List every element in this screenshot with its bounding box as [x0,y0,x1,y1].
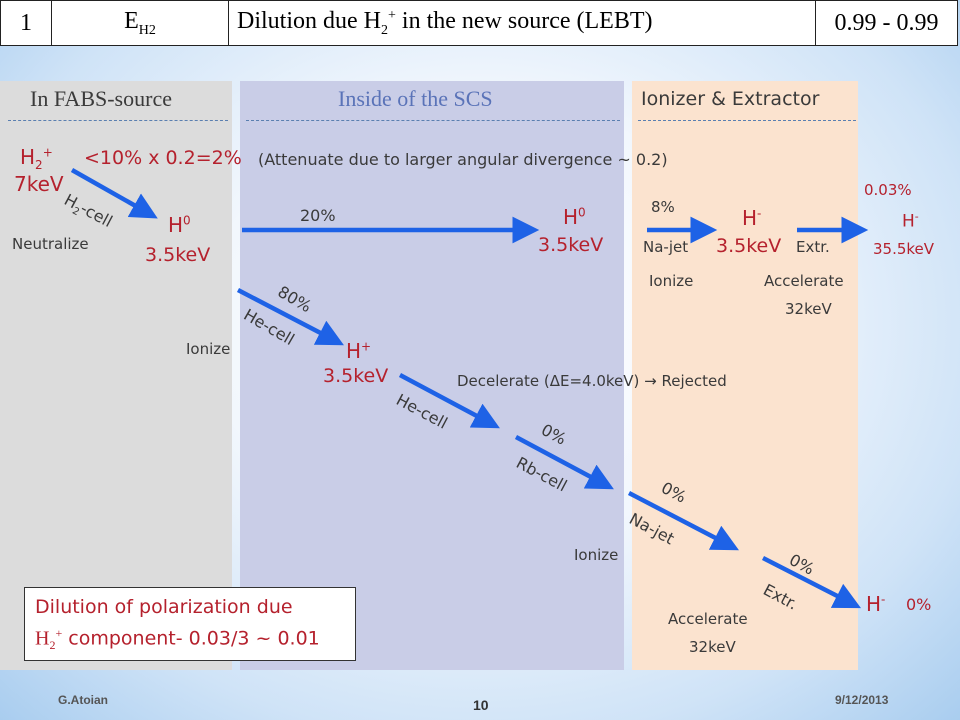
hminus-final-label: H- [902,210,919,232]
dilution-h: H [35,627,50,650]
arrow-he-cell-2 [398,373,500,429]
hminus-bottom-main: H [866,592,882,616]
h2-plus-energy: 7keV [14,172,64,196]
h0-second-sup: 0 [578,205,586,220]
neutralize-label: Neutralize [12,235,89,253]
scs-divider [246,120,620,121]
arrow-he-cell-1 [236,288,344,346]
header-number: 1 [0,0,52,46]
hminus-bottom-sup: - [881,592,886,607]
header-species-main: E [124,7,139,34]
header-desc-tail: in the new source (LEBT) [395,7,653,34]
top-fraction: <10% x 0.2=2% [84,147,242,169]
dilution-box: Dilution of polarization due H2+ compone… [24,587,356,661]
hminus-mid-sup: - [757,206,762,221]
header-table: 1 EH2 Dilution due H2+ in the new source… [0,0,958,46]
ionize-top-label: Ionize [649,272,694,290]
h2-plus-label: H2+ [20,145,53,172]
scs-title: Inside of the SCS [338,86,493,111]
arrow-rb-cell [514,435,614,490]
hminus-final-energy: 35.5keV [873,240,935,258]
arrow-na-jet-low [627,491,739,551]
kev32-low-label: 32keV [689,638,736,656]
pct-20: 20% [300,206,336,225]
pct-8: 8% [651,198,675,216]
dilution-line2-tail: component- 0.03/3 ~ 0.01 [62,627,320,650]
header-desc-sub: 2 [381,22,388,38]
ionize-left-label: Ionize [186,340,231,358]
pct-003: 0.03% [864,181,912,199]
h-plus-sup: + [361,339,372,354]
header-desc-main: Dilution due H [237,7,381,34]
h-plus-energy: 3.5keV [323,365,389,387]
fabs-divider [8,120,228,121]
h0-second-energy: 3.5keV [538,234,604,256]
na-jet-top-label: Na-jet [643,238,689,256]
extr-top-label: Extr. [796,238,830,256]
ionizer-title: Ionizer & Extractor [641,88,820,110]
hminus-mid-main: H [742,206,758,230]
dilution-sub: 2 [49,638,56,653]
h0-first-label: H0 [168,213,191,237]
header-description: Dilution due H2+ in the new source (LEBT… [228,0,816,46]
h2-plus-sub: 2 [35,158,43,172]
header-species-sub: H2 [138,22,156,38]
footer-date: 9/12/2013 [835,693,889,707]
accelerate-top-label: Accelerate [764,272,844,290]
scs-panel [240,81,624,670]
header-value: 0.99 - 0.99 [815,0,958,46]
footer-page: 10 [473,697,489,713]
header-species: EH2 [51,0,229,46]
h2-plus-sup: + [42,145,53,160]
dilution-line1: Dilution of polarization due [35,596,293,618]
h0-first-main: H [168,213,184,237]
h2-plus-main: H [20,145,36,169]
fabs-title: In FABS-source [30,86,172,111]
attenuate-note: (Attenuate due to larger angular diverge… [258,150,668,169]
hminus-bottom-pct: 0% [906,595,932,614]
hminus-final-sup: - [914,210,919,223]
fabs-panel [0,81,232,670]
h0-second-main: H [563,205,579,229]
kev32-top-label: 32keV [785,300,832,318]
arrow-h2-neutralize [70,168,158,219]
ionizer-divider [638,120,856,121]
h0-first-sup: 0 [183,213,191,228]
hminus-final-main: H [902,211,915,232]
footer-author: G.Atoian [58,693,108,707]
dilution-line2: H2+ component- 0.03/3 ~ 0.01 [35,626,320,653]
h0-first-energy: 3.5keV [145,244,211,266]
h0-second-label: H0 [563,205,586,229]
hminus-bottom-label: H- [866,592,885,616]
arrow-extr-low [761,555,862,609]
accelerate-low-label: Accelerate [668,610,748,628]
ionizer-panel [632,81,858,670]
h-plus-main: H [346,339,362,363]
dilution-sup: + [55,626,63,640]
h-plus-label: H+ [346,339,371,363]
hminus-mid-energy: 3.5keV [716,235,782,257]
decelerate-label: Decelerate (ΔE=4.0keV) → Rejected [457,372,727,390]
hminus-mid-label: H- [742,206,761,230]
header-desc-sup: + [388,7,396,23]
ionize-low-label: Ionize [574,546,619,564]
